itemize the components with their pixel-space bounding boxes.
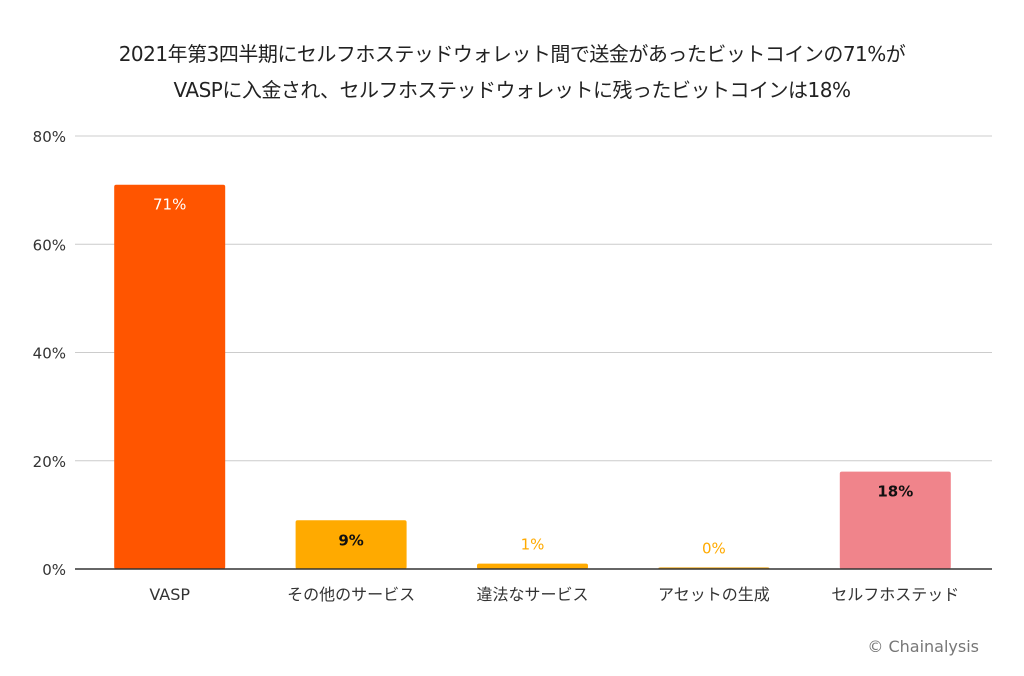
x-tick-label: 違法なサービス — [476, 585, 588, 604]
bar-0 — [114, 184, 226, 569]
x-tick-label: セルフホステッド — [831, 585, 959, 604]
chart-title-line-2: VASPに入金され、セルフホステッドウォレットに残ったビットコインは18% — [173, 78, 852, 102]
chart-title-line-1: 2021年第3四半期にセルフホステッドウォレット間で送金があったビットコインの7… — [118, 42, 906, 66]
bar-2 — [477, 563, 588, 569]
data-label: 18% — [877, 483, 913, 501]
y-tick-label: 60% — [33, 236, 66, 254]
bar-1 — [295, 520, 407, 569]
y-tick-label: 20% — [33, 453, 66, 471]
y-tick-label: 40% — [33, 345, 66, 363]
data-label: 71% — [153, 196, 186, 214]
y-tick-label: 80% — [33, 128, 66, 146]
data-label: 9% — [338, 531, 363, 549]
bar-4 — [839, 471, 951, 569]
x-tick-label: アセットの生成 — [658, 585, 770, 604]
chainalysis-credit: © Chainalysis — [867, 637, 979, 656]
data-label: 0% — [702, 539, 726, 557]
x-tick-label: その他のサービス — [287, 585, 415, 604]
x-tick-label: VASP — [149, 585, 190, 604]
y-tick-label: 0% — [42, 561, 66, 579]
data-label: 1% — [521, 536, 545, 554]
